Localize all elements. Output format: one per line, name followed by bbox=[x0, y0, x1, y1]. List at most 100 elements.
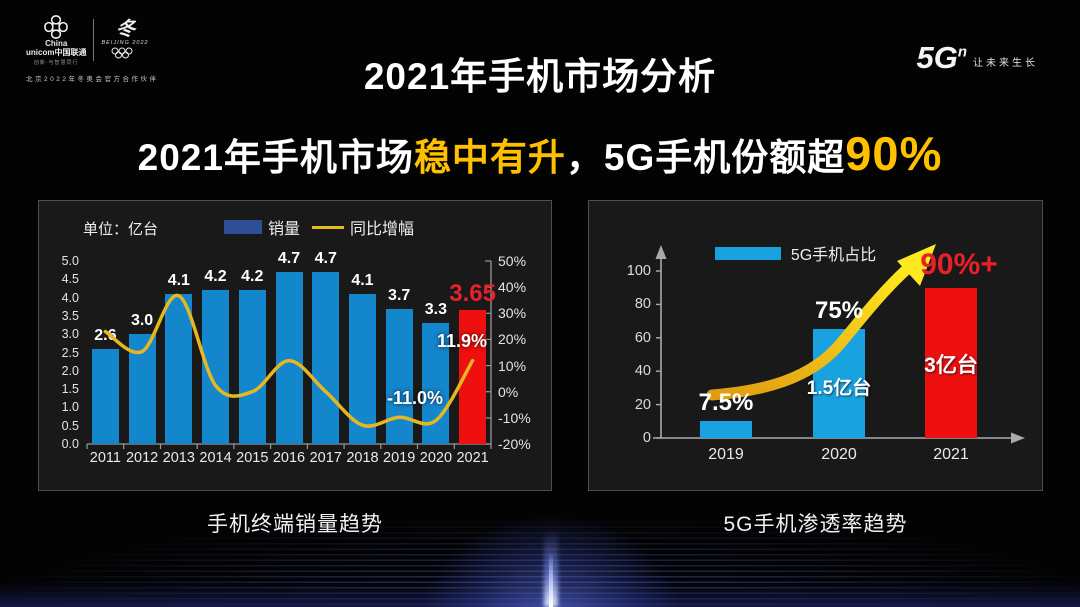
5g-brand-main: 5Gn bbox=[916, 40, 967, 75]
y-right-tick-label: 50% bbox=[498, 253, 527, 269]
y-left-tick-label: 0.0 bbox=[61, 437, 79, 451]
sales-bar-value: 4.1 bbox=[167, 271, 190, 289]
y-tick-label: 40 bbox=[634, 363, 651, 380]
x-axis-label: 2015 bbox=[236, 450, 269, 466]
sales-bar bbox=[238, 290, 266, 444]
right-chart-caption: 5G手机渗透率趋势 bbox=[723, 513, 908, 536]
5g-share-bar bbox=[925, 287, 977, 438]
sales-trend-panel: 单位：亿台 销量 同比增幅 5.0 4.5 4.0 3.5 3.0 2.5 2.0 1.5 1.… bbox=[38, 200, 552, 491]
5g-share-bar bbox=[700, 421, 752, 438]
y-right-tick-label: 10% bbox=[498, 357, 527, 374]
legend-item-sales: 销量 bbox=[224, 215, 300, 239]
y-right-tick-label: 30% bbox=[498, 305, 527, 322]
left-chart-legend: 销量 同比增幅 bbox=[224, 215, 414, 239]
right-chart-legend: 5G手机占比 bbox=[589, 241, 1002, 265]
beijing-emblem-glyph: 冬 bbox=[114, 19, 137, 41]
unit-label: 单位：亿台 bbox=[83, 221, 159, 238]
x-axis-label: 2013 bbox=[162, 450, 195, 466]
sales-bar-value: 4.7 bbox=[314, 249, 337, 267]
y-tick-label: 100 bbox=[626, 263, 651, 279]
unicom-name-cn: 中国联通 bbox=[54, 47, 87, 57]
sales-bar-value: 4.7 bbox=[277, 249, 301, 267]
unicom-name-en2: unicom bbox=[26, 47, 55, 57]
y-left-tick-label: 3.5 bbox=[61, 308, 79, 323]
y-left-tick-label: 0.5 bbox=[61, 418, 79, 433]
subtitle-part2: ，5G手机份额超 bbox=[565, 137, 846, 178]
yoy-legend-swatch bbox=[312, 225, 345, 229]
light-floor bbox=[0, 581, 1080, 607]
sales-bar bbox=[91, 348, 119, 444]
yoy-legend-label: 同比增幅 bbox=[350, 221, 415, 238]
x-axis-label: 2021 bbox=[933, 446, 969, 463]
unicom-name-en: China bbox=[45, 39, 68, 48]
logo-block: China unicom中国联通 创新·与智慧同行 冬 BEIJING 2022 bbox=[26, 14, 176, 83]
5g-share-value: 7.5% bbox=[698, 389, 754, 417]
5g-share-legend-swatch bbox=[714, 246, 781, 260]
sales-legend-swatch bbox=[224, 220, 262, 234]
x-axis-label: 2011 bbox=[89, 450, 121, 466]
x-axis-label: 2020 bbox=[419, 450, 453, 466]
sales-bar-value: 2.6 bbox=[94, 326, 117, 344]
5g-brand-sup: n bbox=[957, 43, 967, 61]
sales-bar-value: 3.7 bbox=[388, 286, 411, 304]
subtitle-highlight2: 90% bbox=[845, 127, 943, 180]
partner-line: 北京2022年冬奥会官方合作伙伴 bbox=[26, 75, 159, 83]
olympic-rings-icon bbox=[111, 47, 133, 59]
y-right-tick-label: 40% bbox=[498, 279, 527, 296]
x-axis-label: 2019 bbox=[708, 446, 744, 463]
right-chart-axes bbox=[653, 245, 1025, 444]
sales-bar-value: 4.2 bbox=[241, 268, 264, 286]
y-right-tick-label: -20% bbox=[498, 436, 531, 452]
y-left-tick-label: 4.5 bbox=[61, 272, 79, 287]
left-chart-axis-lines bbox=[86, 260, 492, 449]
light-beam bbox=[543, 529, 558, 607]
sales-bar-value: 3.3 bbox=[424, 301, 448, 319]
y-left-tick-label: 2.0 bbox=[61, 363, 79, 378]
sales-bar bbox=[312, 272, 340, 444]
page-title: 2021年手机市场分析 bbox=[363, 56, 717, 97]
annotation-2021-yoy: 11.9% bbox=[437, 331, 488, 351]
5g-share-value: 75% bbox=[814, 297, 864, 325]
legend-item-yoy: 同比增幅 bbox=[312, 215, 414, 239]
5g-share-legend-label: 5G手机占比 bbox=[790, 247, 877, 264]
x-axis-label: 2016 bbox=[272, 450, 306, 466]
x-axis-label: 2019 bbox=[383, 450, 416, 466]
penetration-panel: 5G手机占比 0 20 40 60 80 100 7.5% 2019 75% 1.5亿台 2020… bbox=[588, 200, 1043, 491]
sales-bar bbox=[385, 308, 413, 444]
left-chart-caption: 手机终端销量趋势 bbox=[207, 513, 383, 536]
y-left-tick-label: 4.0 bbox=[61, 290, 79, 305]
5g-brand-tagline: 让未来生长 bbox=[973, 57, 1038, 69]
y-right-tick-label: -10% bbox=[498, 409, 531, 426]
sales-bar-value: 4.2 bbox=[204, 268, 227, 286]
subtitle: 2021年手机市场稳中有升，5G手机份额超90% bbox=[0, 126, 1080, 181]
sales-bar-value: 3.0 bbox=[130, 312, 154, 330]
logo-divider bbox=[93, 18, 95, 61]
unicom-knot-icon bbox=[44, 15, 69, 39]
subtitle-highlight1: 稳中有升 bbox=[413, 137, 566, 178]
x-axis-label: 2017 bbox=[309, 450, 342, 466]
5g-share-value: 90%+ bbox=[920, 247, 998, 281]
light-beam-core bbox=[548, 552, 553, 607]
annotation-2020-yoy: -11.0% bbox=[387, 388, 444, 408]
y-left-tick-label: 3.0 bbox=[61, 327, 79, 342]
y-tick-label: 80 bbox=[634, 296, 651, 313]
y-right-tick-label: 20% bbox=[498, 331, 527, 348]
sales-bar bbox=[275, 272, 303, 444]
5g-share-volume: 1.5亿台 bbox=[806, 378, 872, 399]
5g-share-volume: 3亿台 bbox=[924, 354, 978, 377]
china-unicom-logo: China unicom中国联通 创新·与智慧同行 bbox=[26, 14, 86, 66]
y-right-tick-label: 0% bbox=[498, 383, 519, 400]
sales-bar-value: 3.65 bbox=[449, 280, 496, 308]
growth-arrow bbox=[706, 244, 936, 401]
y-tick-label: 60 bbox=[634, 329, 651, 346]
5g-brand-logo: 5Gn 让未来生长 bbox=[916, 40, 1038, 76]
y-left-tick-label: 1.5 bbox=[61, 382, 79, 397]
y-left-tick-label: 5.0 bbox=[61, 254, 79, 268]
y-tick-label: 0 bbox=[642, 430, 651, 446]
sales-bar-value: 4.1 bbox=[351, 271, 374, 289]
x-axis-label: 2021 bbox=[456, 450, 489, 466]
sales-bar bbox=[165, 293, 193, 444]
x-axis-label: 2020 bbox=[821, 446, 857, 463]
y-tick-label: 20 bbox=[634, 396, 651, 413]
